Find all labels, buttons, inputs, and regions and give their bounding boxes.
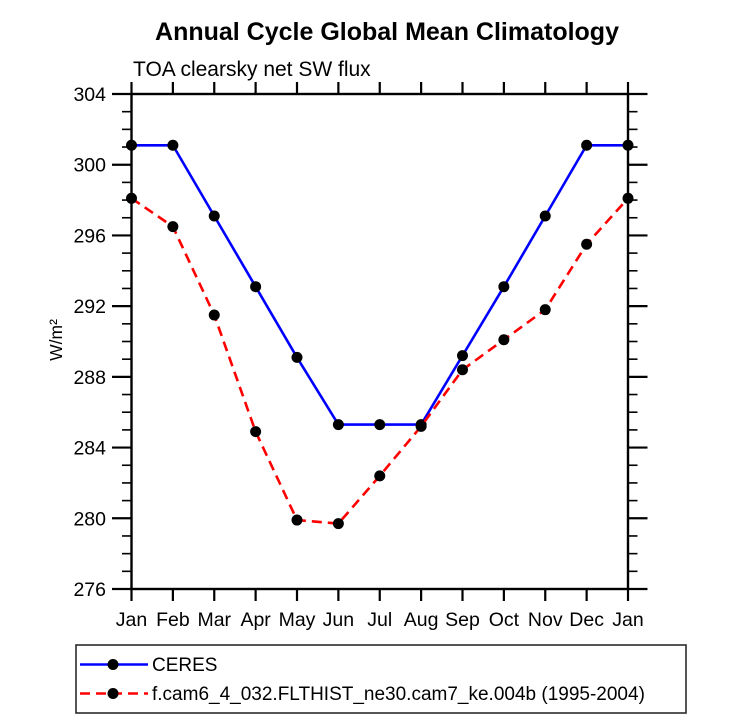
data-point-marker: [622, 139, 634, 151]
x-tick-label: Jun: [323, 609, 354, 631]
plot-axes: Jan Feb Mar Apr May Jun Jul Aug Sep Oct Nov Dec Jan 2…: [73, 82, 648, 631]
data-point-marker: [539, 210, 551, 222]
series-layer: [126, 139, 634, 530]
series-line: [131, 143, 628, 426]
data-point-marker: [539, 304, 551, 316]
x-tick-label: Mar: [197, 609, 231, 631]
x-tick-label: Feb: [156, 609, 190, 631]
y-tick-label: 280: [73, 508, 106, 530]
y-tick-label: 288: [73, 367, 106, 389]
legend-label-ceres: CERES: [152, 655, 217, 676]
data-point-marker: [622, 192, 634, 204]
data-point-marker: [457, 364, 468, 376]
data-point-marker: [208, 309, 220, 321]
data-point-marker: [457, 350, 468, 362]
data-point-marker: [415, 420, 427, 432]
y-tick-label: 284: [73, 438, 106, 460]
data-point-marker: [374, 470, 386, 482]
x-tick-label: Jan: [116, 609, 147, 631]
series-model: [126, 192, 634, 530]
data-point-marker: [581, 238, 593, 250]
plot-frame: [130, 92, 630, 591]
data-point-marker: [332, 518, 344, 530]
x-tick-label: Apr: [240, 609, 271, 631]
data-point-marker: [291, 351, 303, 363]
data-point-marker: [250, 281, 262, 293]
x-tick-label: Dec: [569, 609, 604, 631]
x-tick-label: May: [279, 609, 316, 631]
y-tick-label: 292: [73, 296, 106, 318]
y-tick-label: 296: [73, 225, 106, 247]
x-tick-label: Nov: [528, 609, 563, 631]
y-tick-label: 276: [73, 579, 106, 601]
data-point-marker: [498, 334, 510, 346]
x-tick-label: Oct: [489, 609, 520, 631]
y-axis-label: W/m²: [46, 319, 66, 361]
data-point-marker: [581, 139, 593, 151]
x-tick-label: Jul: [367, 609, 392, 631]
legend-entry-model: f.cam6_4_032.FLTHIST_ne30.cam7_ke.004b (…: [80, 684, 645, 705]
data-point-marker: [126, 139, 137, 151]
x-tick-label: Jan: [612, 609, 643, 631]
y-tick-label: 300: [73, 155, 106, 177]
legend-marker-ceres: [107, 659, 119, 670]
legend-marker-model: [107, 688, 119, 699]
y-tick-label: 304: [73, 84, 106, 106]
data-point-marker: [126, 192, 137, 204]
data-point-marker: [250, 426, 262, 438]
chart-subtitle: TOA clearsky net SW flux: [133, 58, 371, 81]
legend: CERES f.cam6_4_032.FLTHIST_ne30.cam7_ke.…: [75, 644, 687, 714]
data-point-marker: [374, 419, 386, 431]
chart-title: Annual Cycle Global Mean Climatology: [155, 18, 619, 46]
data-point-marker: [332, 419, 344, 431]
data-point-marker: [291, 514, 303, 526]
data-point-marker: [167, 221, 179, 233]
series-ceres: [126, 139, 634, 431]
data-point-marker: [498, 281, 510, 293]
data-point-marker: [167, 139, 179, 151]
x-tick-label: Aug: [404, 609, 439, 631]
legend-entry-ceres: CERES: [80, 655, 217, 676]
data-point-marker: [208, 210, 220, 222]
x-tick-label: Sep: [445, 609, 480, 631]
legend-box: [75, 644, 687, 714]
legend-label-model: f.cam6_4_032.FLTHIST_ne30.cam7_ke.004b (…: [152, 684, 645, 705]
